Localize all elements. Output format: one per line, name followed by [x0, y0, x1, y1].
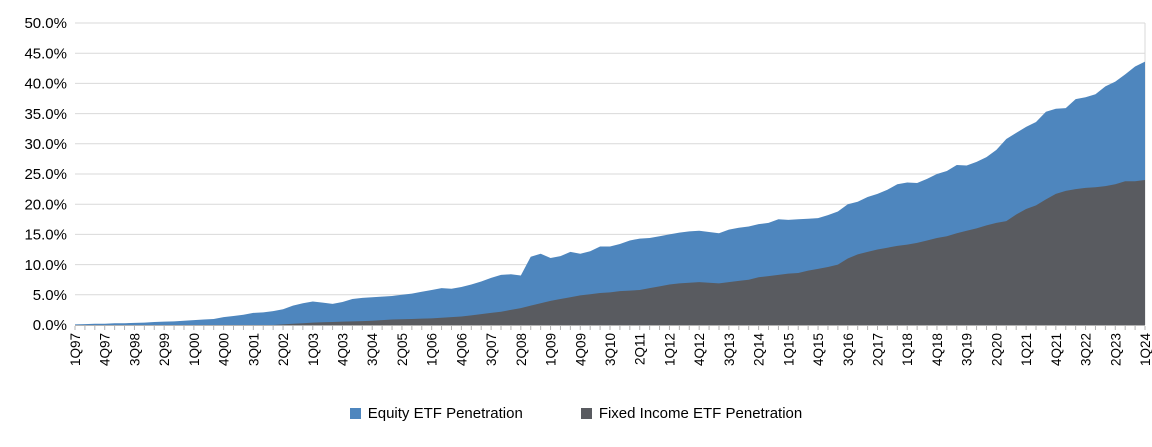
x-axis-label: 3Q07 — [484, 333, 499, 366]
y-axis-label: 30.0% — [24, 136, 67, 153]
x-axis-label: 1Q21 — [1019, 333, 1034, 366]
x-axis-label: 4Q06 — [454, 333, 469, 366]
x-axis-label: 3Q10 — [603, 333, 618, 366]
x-axis-label: 1Q97 — [68, 333, 83, 366]
y-axis-label: 45.0% — [24, 45, 67, 62]
x-axis-label: 4Q12 — [692, 333, 707, 366]
legend-item-equity: Equity ETF Penetration — [349, 404, 523, 422]
y-axis-label: 10.0% — [24, 257, 67, 274]
x-axis-label: 4Q18 — [930, 333, 945, 366]
x-axis-label: 3Q04 — [365, 333, 380, 367]
fixed-income-legend-swatch-icon — [580, 407, 592, 419]
x-axis-label: 4Q15 — [811, 333, 826, 366]
x-axis-label: 3Q01 — [246, 333, 261, 366]
x-axis-label: 1Q24 — [1138, 333, 1152, 367]
x-axis-label: 2Q11 — [633, 333, 648, 365]
x-axis-label: 1Q09 — [544, 333, 559, 366]
x-axis-label: 4Q00 — [217, 333, 232, 366]
x-axis-label: 3Q98 — [127, 333, 142, 366]
x-axis-label: 1Q03 — [306, 333, 321, 366]
y-axis-label: 15.0% — [24, 227, 67, 244]
x-axis-label: 3Q13 — [722, 333, 737, 366]
x-axis-label: 1Q15 — [781, 333, 796, 366]
fixed-income-legend-label: Fixed Income ETF Penetration — [598, 404, 803, 422]
x-axis-label: 2Q20 — [989, 333, 1004, 366]
fixed-income-area-series — [75, 180, 1145, 325]
x-axis-label: 2Q17 — [871, 333, 886, 366]
x-axis-label: 3Q16 — [841, 333, 856, 366]
x-axis-label: 3Q19 — [960, 333, 975, 366]
x-axis-label: 1Q00 — [187, 333, 202, 366]
chart-plot-area: 0.0% 5.0% 10.0% 15.0% 20.0% 25.0% 30.0% 35.0% 40… — [24, 15, 1152, 367]
y-axis-label: 40.0% — [24, 76, 67, 93]
y-axis-label: 50.0% — [24, 15, 67, 32]
y-axis-label: 20.0% — [24, 196, 67, 213]
x-axis-label: 2Q99 — [157, 333, 172, 366]
x-axis-label: 4Q97 — [98, 333, 113, 366]
y-axis-label: 35.0% — [24, 106, 67, 123]
x-axis-label: 2Q05 — [395, 333, 410, 366]
x-axis-label: 1Q12 — [662, 333, 677, 366]
x-axis-label: 2Q08 — [514, 333, 529, 366]
y-axis-label: 5.0% — [33, 287, 67, 304]
y-axis-label: 0.0% — [33, 317, 67, 334]
x-axis-label: 1Q18 — [900, 333, 915, 366]
x-axis-label: 1Q06 — [425, 333, 440, 366]
chart-legend: Equity ETF Penetration Fixed Income ETF … — [0, 388, 1152, 438]
x-axis-label: 4Q03 — [336, 333, 351, 366]
x-axis-label: 2Q23 — [1108, 333, 1123, 366]
x-axis-label: 4Q21 — [1049, 333, 1064, 366]
equity-legend-swatch-icon — [349, 407, 361, 419]
equity-legend-label: Equity ETF Penetration — [367, 404, 523, 422]
x-axis-label: 3Q22 — [1079, 333, 1094, 366]
legend-item-fixed-income: Fixed Income ETF Penetration — [580, 404, 803, 422]
x-axis-label: 2Q14 — [752, 333, 767, 367]
x-axis-label: 2Q02 — [276, 333, 291, 366]
y-axis-label: 25.0% — [24, 166, 67, 183]
x-axis-label: 4Q09 — [573, 333, 588, 366]
